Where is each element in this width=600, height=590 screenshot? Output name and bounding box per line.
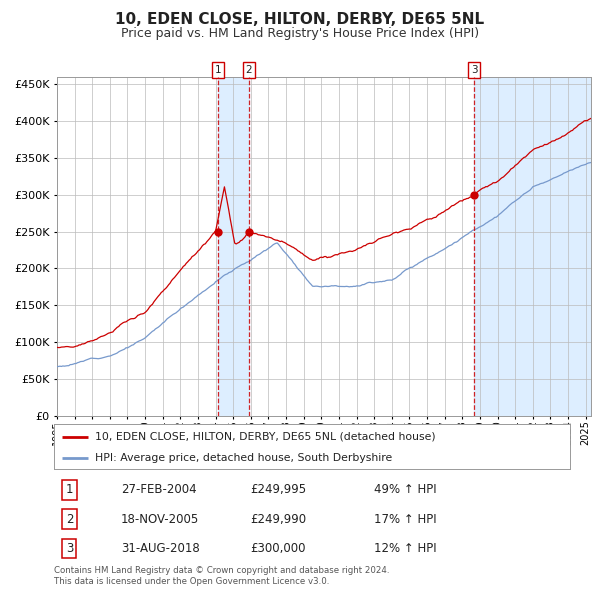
Text: 3: 3 — [470, 65, 477, 75]
Text: 18-NOV-2005: 18-NOV-2005 — [121, 513, 199, 526]
Text: Price paid vs. HM Land Registry's House Price Index (HPI): Price paid vs. HM Land Registry's House … — [121, 27, 479, 40]
Bar — [218, 77, 249, 416]
Text: 3: 3 — [66, 542, 73, 555]
Text: HPI: Average price, detached house, South Derbyshire: HPI: Average price, detached house, Sout… — [95, 453, 392, 463]
Bar — [474, 77, 595, 416]
Text: £300,000: £300,000 — [250, 542, 305, 555]
Text: 10, EDEN CLOSE, HILTON, DERBY, DE65 5NL (detached house): 10, EDEN CLOSE, HILTON, DERBY, DE65 5NL … — [95, 432, 436, 442]
Text: Contains HM Land Registry data © Crown copyright and database right 2024.
This d: Contains HM Land Registry data © Crown c… — [54, 566, 389, 586]
Text: 31-AUG-2018: 31-AUG-2018 — [121, 542, 200, 555]
Text: 27-FEB-2004: 27-FEB-2004 — [121, 483, 197, 497]
Text: £249,995: £249,995 — [250, 483, 306, 497]
Text: 1: 1 — [66, 483, 73, 497]
Text: 49% ↑ HPI: 49% ↑ HPI — [374, 483, 437, 497]
Text: 1: 1 — [215, 65, 221, 75]
Text: 2: 2 — [66, 513, 73, 526]
Text: £249,990: £249,990 — [250, 513, 306, 526]
Text: 10, EDEN CLOSE, HILTON, DERBY, DE65 5NL: 10, EDEN CLOSE, HILTON, DERBY, DE65 5NL — [115, 12, 485, 27]
Text: 2: 2 — [245, 65, 252, 75]
Text: 17% ↑ HPI: 17% ↑ HPI — [374, 513, 437, 526]
Text: 12% ↑ HPI: 12% ↑ HPI — [374, 542, 437, 555]
